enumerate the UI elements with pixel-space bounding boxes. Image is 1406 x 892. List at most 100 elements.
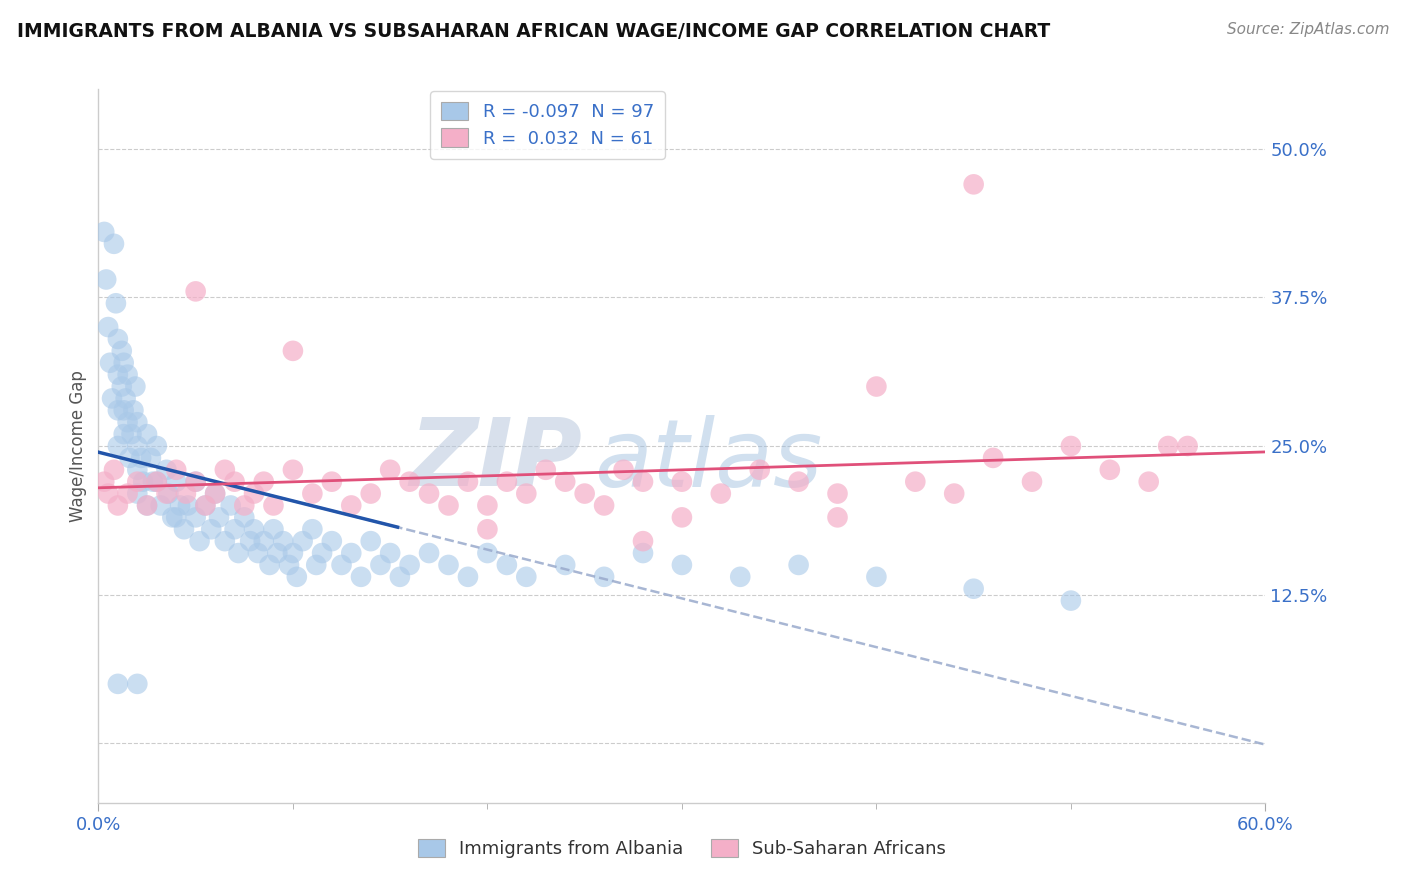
Point: [281, 343, 304, 358]
Point: [101, 392, 124, 406]
Point: [554, 558, 576, 572]
Point: [204, 486, 226, 500]
Point: [981, 450, 1004, 465]
Point: [111, 343, 134, 358]
Point: [188, 534, 211, 549]
Point: [437, 499, 460, 513]
Point: [962, 582, 984, 596]
Point: [111, 379, 134, 393]
Point: [330, 558, 353, 572]
Point: [117, 368, 139, 382]
Point: [515, 486, 537, 500]
Point: [96, 272, 118, 286]
Point: [146, 439, 169, 453]
Point: [224, 522, 246, 536]
Point: [146, 475, 169, 489]
Point: [671, 558, 693, 572]
Point: [233, 510, 256, 524]
Point: [136, 427, 159, 442]
Point: [146, 475, 169, 489]
Point: [107, 677, 129, 691]
Point: [266, 546, 288, 560]
Point: [477, 546, 499, 560]
Point: [1177, 439, 1199, 453]
Point: [262, 522, 284, 536]
Point: [208, 510, 231, 524]
Point: [132, 475, 155, 489]
Point: [124, 379, 146, 393]
Point: [593, 499, 616, 513]
Point: [271, 534, 294, 549]
Point: [827, 486, 849, 500]
Point: [136, 499, 159, 513]
Point: [103, 463, 125, 477]
Point: [107, 439, 129, 453]
Point: [398, 475, 420, 489]
Point: [671, 475, 693, 489]
Point: [169, 499, 191, 513]
Point: [943, 486, 966, 500]
Point: [194, 499, 217, 513]
Point: [710, 486, 733, 500]
Point: [787, 475, 810, 489]
Point: [380, 546, 402, 560]
Point: [281, 463, 304, 477]
Point: [204, 486, 226, 500]
Point: [360, 534, 382, 549]
Point: [631, 534, 654, 549]
Point: [200, 522, 222, 536]
Point: [243, 486, 266, 500]
Point: [278, 558, 301, 572]
Point: [388, 570, 411, 584]
Point: [321, 534, 343, 549]
Point: [184, 475, 207, 489]
Point: [112, 356, 135, 370]
Point: [97, 320, 120, 334]
Point: [301, 522, 323, 536]
Point: [107, 403, 129, 417]
Point: [165, 463, 187, 477]
Text: Source: ZipAtlas.com: Source: ZipAtlas.com: [1226, 22, 1389, 37]
Point: [93, 475, 115, 489]
Text: IMMIGRANTS FROM ALBANIA VS SUBSAHARAN AFRICAN WAGE/INCOME GAP CORRELATION CHART: IMMIGRANTS FROM ALBANIA VS SUBSAHARAN AF…: [17, 22, 1050, 41]
Legend: Immigrants from Albania, Sub-Saharan Africans: Immigrants from Albania, Sub-Saharan Afr…: [411, 831, 953, 865]
Point: [311, 546, 333, 560]
Point: [285, 570, 308, 584]
Point: [142, 475, 165, 489]
Point: [496, 558, 519, 572]
Point: [437, 558, 460, 572]
Point: [631, 546, 654, 560]
Point: [107, 368, 129, 382]
Point: [477, 522, 499, 536]
Point: [904, 475, 927, 489]
Point: [184, 510, 207, 524]
Point: [219, 499, 242, 513]
Point: [127, 415, 149, 429]
Point: [165, 475, 187, 489]
Point: [129, 450, 152, 465]
Point: [155, 486, 177, 500]
Point: [305, 558, 328, 572]
Y-axis label: Wage/Income Gap: Wage/Income Gap: [69, 370, 87, 522]
Point: [350, 570, 373, 584]
Point: [127, 486, 149, 500]
Point: [380, 463, 402, 477]
Point: [534, 463, 557, 477]
Point: [477, 499, 499, 513]
Point: [97, 486, 120, 500]
Point: [228, 546, 250, 560]
Point: [259, 558, 281, 572]
Point: [93, 225, 115, 239]
Point: [496, 475, 519, 489]
Point: [165, 510, 187, 524]
Point: [214, 534, 236, 549]
Point: [103, 236, 125, 251]
Text: ZIP: ZIP: [409, 414, 582, 507]
Point: [194, 499, 217, 513]
Point: [1021, 475, 1043, 489]
Point: [253, 534, 276, 549]
Point: [593, 570, 616, 584]
Point: [631, 475, 654, 489]
Point: [1157, 439, 1180, 453]
Point: [184, 475, 207, 489]
